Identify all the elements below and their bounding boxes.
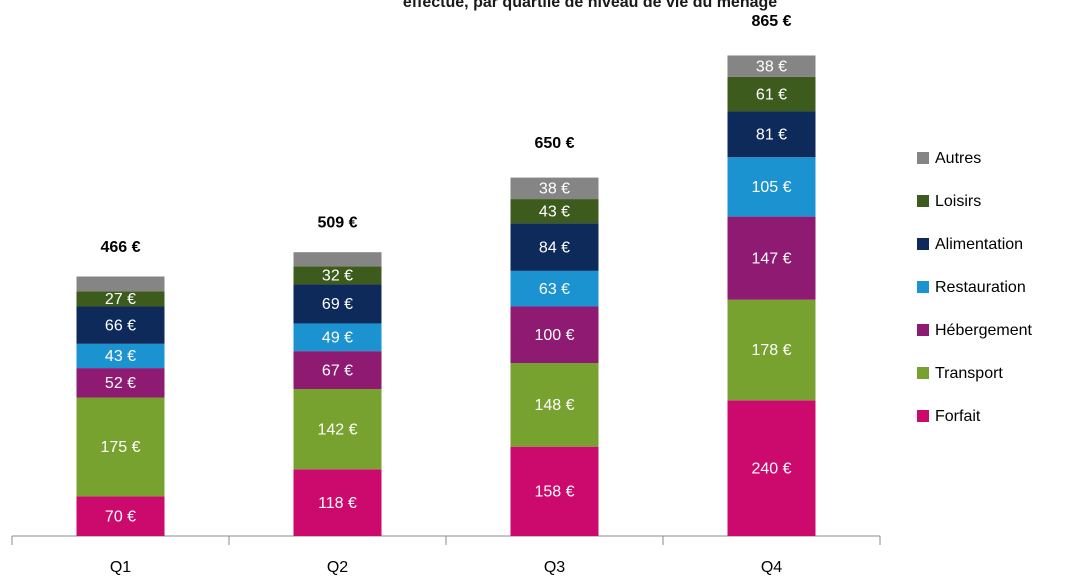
bar-segment [293,323,382,352]
bar-segment [510,199,599,224]
data-label: 178 € [751,342,791,359]
legend-swatch [917,281,929,293]
bar-segment [293,351,382,390]
legend-swatch [917,410,929,422]
data-label: 118 € [318,495,357,512]
data-label: 43 € [105,348,136,365]
data-label: 43 € [539,203,570,220]
legend-swatch [917,238,929,250]
legend-swatch [917,324,929,336]
total-label: 509 € [317,214,357,231]
bar-segment [76,343,165,369]
bar-segment [510,270,599,307]
data-label: 175 € [100,439,140,456]
data-label: 240 € [751,460,791,477]
data-label: 61 € [756,86,787,103]
bar-segment [727,299,816,401]
total-label: 865 € [751,13,791,30]
data-label: 147 € [751,250,791,267]
data-label: 27 € [105,291,136,308]
x-tick-label: Q2 [327,559,348,576]
bar-segment [727,400,816,536]
bar-segment [293,389,382,470]
data-label: 63 € [539,281,570,298]
data-label: 148 € [534,397,574,414]
x-tick-label: Q3 [544,559,565,576]
x-tick-label: Q4 [761,559,782,576]
bar-segment [510,446,599,536]
legend-label: Forfait [935,408,981,425]
total-label: 466 € [100,239,140,256]
data-label: 81 € [756,127,787,144]
bar-segment [727,216,816,300]
bar-segment [727,157,816,217]
legend-label: Loisirs [935,193,981,210]
bar-segment [293,284,382,324]
data-label: 142 € [317,421,357,438]
bar-segment [510,177,599,200]
bar-segment [510,306,599,364]
legend-swatch [917,152,929,164]
data-label: 38 € [756,58,787,75]
data-label: 105 € [751,179,791,196]
bar-segment [76,276,165,292]
bar-segment [76,291,165,307]
data-label: 66 € [105,317,136,334]
data-label: 70 € [105,508,136,525]
bar-segment [293,252,382,267]
bar-segment [727,55,816,77]
bar-segment [76,397,165,497]
bar-segment [727,76,816,112]
data-label: 158 € [534,484,574,501]
data-label: 52 € [105,375,136,392]
chart-title: effectué, par quartile de niveau de vie … [403,0,777,11]
x-tick-label: Q1 [110,559,131,576]
bar-segment [510,363,599,447]
data-label: 84 € [539,239,570,256]
legend-label: Alimentation [935,236,1023,253]
legend-label: Hébergement [935,322,1033,339]
legend-label: Transport [935,365,1003,382]
data-label: 100 € [534,327,574,344]
data-label: 69 € [322,296,353,313]
bar-segment [76,368,165,398]
bar-segment [76,306,165,344]
bar-segment [293,266,382,285]
data-label: 38 € [539,181,570,198]
bar-segment [293,469,382,536]
bar-segment [727,111,816,158]
bar-segment [76,496,165,536]
data-label: 67 € [322,362,353,379]
data-label: 49 € [322,330,353,347]
legend-label: Autres [935,150,981,167]
legend-label: Restauration [935,279,1026,296]
legend-swatch [917,195,929,207]
data-label: 32 € [322,268,353,285]
legend-swatch [917,367,929,379]
total-label: 650 € [534,135,574,152]
bar-segment [510,223,599,271]
